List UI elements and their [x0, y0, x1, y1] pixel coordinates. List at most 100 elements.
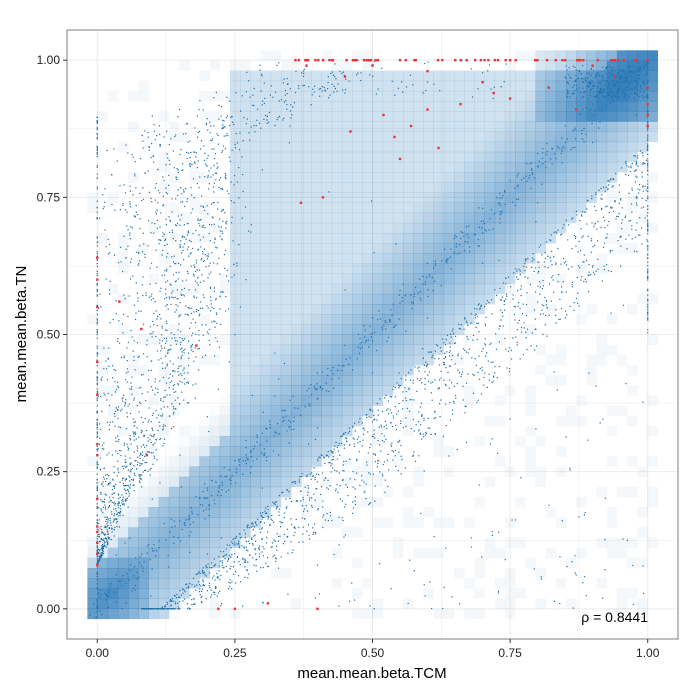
data-point [324, 89, 326, 91]
data-point [213, 287, 215, 289]
data-point [438, 387, 440, 389]
data-point [166, 340, 168, 342]
data-point [112, 478, 114, 480]
data-point [102, 485, 104, 487]
density-cell [484, 80, 496, 92]
data-point [398, 385, 400, 387]
density-cell [189, 446, 200, 457]
density-cell [331, 314, 343, 325]
data-point [283, 101, 286, 103]
density-cell [565, 172, 577, 183]
data-point [164, 244, 166, 247]
density-cell [291, 364, 302, 376]
data-point [170, 600, 172, 603]
density-cell [504, 141, 516, 153]
data-point [209, 587, 211, 589]
density-cell [504, 466, 516, 477]
density-cell [179, 496, 190, 508]
data-point [255, 524, 258, 526]
data-point [541, 304, 543, 306]
density-cell [341, 375, 353, 386]
data-point [231, 276, 233, 278]
density-cell [229, 273, 241, 285]
data-point [579, 249, 582, 252]
data-point [557, 280, 559, 283]
density-cell [270, 202, 282, 214]
density-cell [291, 456, 302, 467]
density-cell [362, 70, 373, 82]
data-point [182, 339, 184, 342]
density-cell [331, 202, 343, 214]
data-point [210, 562, 213, 564]
data-point [507, 276, 510, 278]
density-cell [240, 538, 251, 549]
data-point [224, 212, 226, 214]
density-cell [372, 344, 384, 356]
data-point [551, 250, 553, 252]
density-cell [403, 395, 414, 406]
data-point [129, 487, 131, 489]
data-point [99, 549, 101, 551]
data-point [343, 432, 345, 435]
data-point [465, 382, 468, 384]
density-cell [168, 456, 180, 467]
data-point [555, 263, 557, 265]
data-point [601, 194, 603, 196]
density-cell [545, 161, 557, 173]
data-point [486, 352, 488, 354]
density-cell [443, 90, 455, 102]
data-point [106, 379, 108, 381]
data-point [170, 605, 172, 607]
density-cell [352, 111, 363, 122]
density-cell [260, 456, 272, 467]
data-point [644, 185, 646, 188]
data-point [191, 335, 193, 337]
data-point [150, 232, 152, 234]
data-point [232, 121, 234, 123]
density-cell [596, 334, 608, 346]
data-point [254, 547, 256, 550]
data-point [167, 157, 169, 159]
data-point [484, 372, 486, 374]
density-cell [576, 263, 587, 274]
data-point [182, 280, 184, 282]
density-cell [525, 557, 536, 569]
density-cell [341, 192, 353, 203]
data-point [209, 344, 211, 346]
density-cell [576, 101, 587, 112]
density-cell [352, 131, 363, 143]
density-cell [168, 567, 180, 579]
density-cell [464, 212, 475, 224]
data-point [506, 295, 508, 297]
data-point [363, 492, 365, 494]
data-point [596, 228, 598, 230]
data-point [129, 261, 132, 263]
data-point [550, 300, 552, 302]
density-cell [229, 496, 241, 508]
data-point [208, 572, 211, 574]
density-cell [413, 101, 424, 112]
data-point [387, 453, 389, 456]
data-point [267, 516, 270, 518]
data-point [101, 501, 103, 503]
data-point [517, 305, 519, 307]
data-point [205, 598, 207, 600]
data-point [175, 224, 178, 227]
data-point [430, 351, 433, 353]
data-point [269, 423, 271, 426]
data-point [141, 486, 143, 488]
density-cell [433, 314, 445, 325]
data-point [108, 475, 110, 477]
data-point [172, 385, 175, 387]
data-point [107, 525, 109, 527]
data-point [133, 451, 135, 453]
data-point [125, 478, 127, 480]
density-cell [515, 496, 526, 508]
data-point [508, 370, 511, 373]
data-point [471, 357, 473, 359]
data-point [129, 463, 131, 465]
data-point [252, 529, 254, 531]
data-point [641, 163, 643, 165]
data-point [238, 560, 240, 563]
data-point [150, 467, 152, 469]
